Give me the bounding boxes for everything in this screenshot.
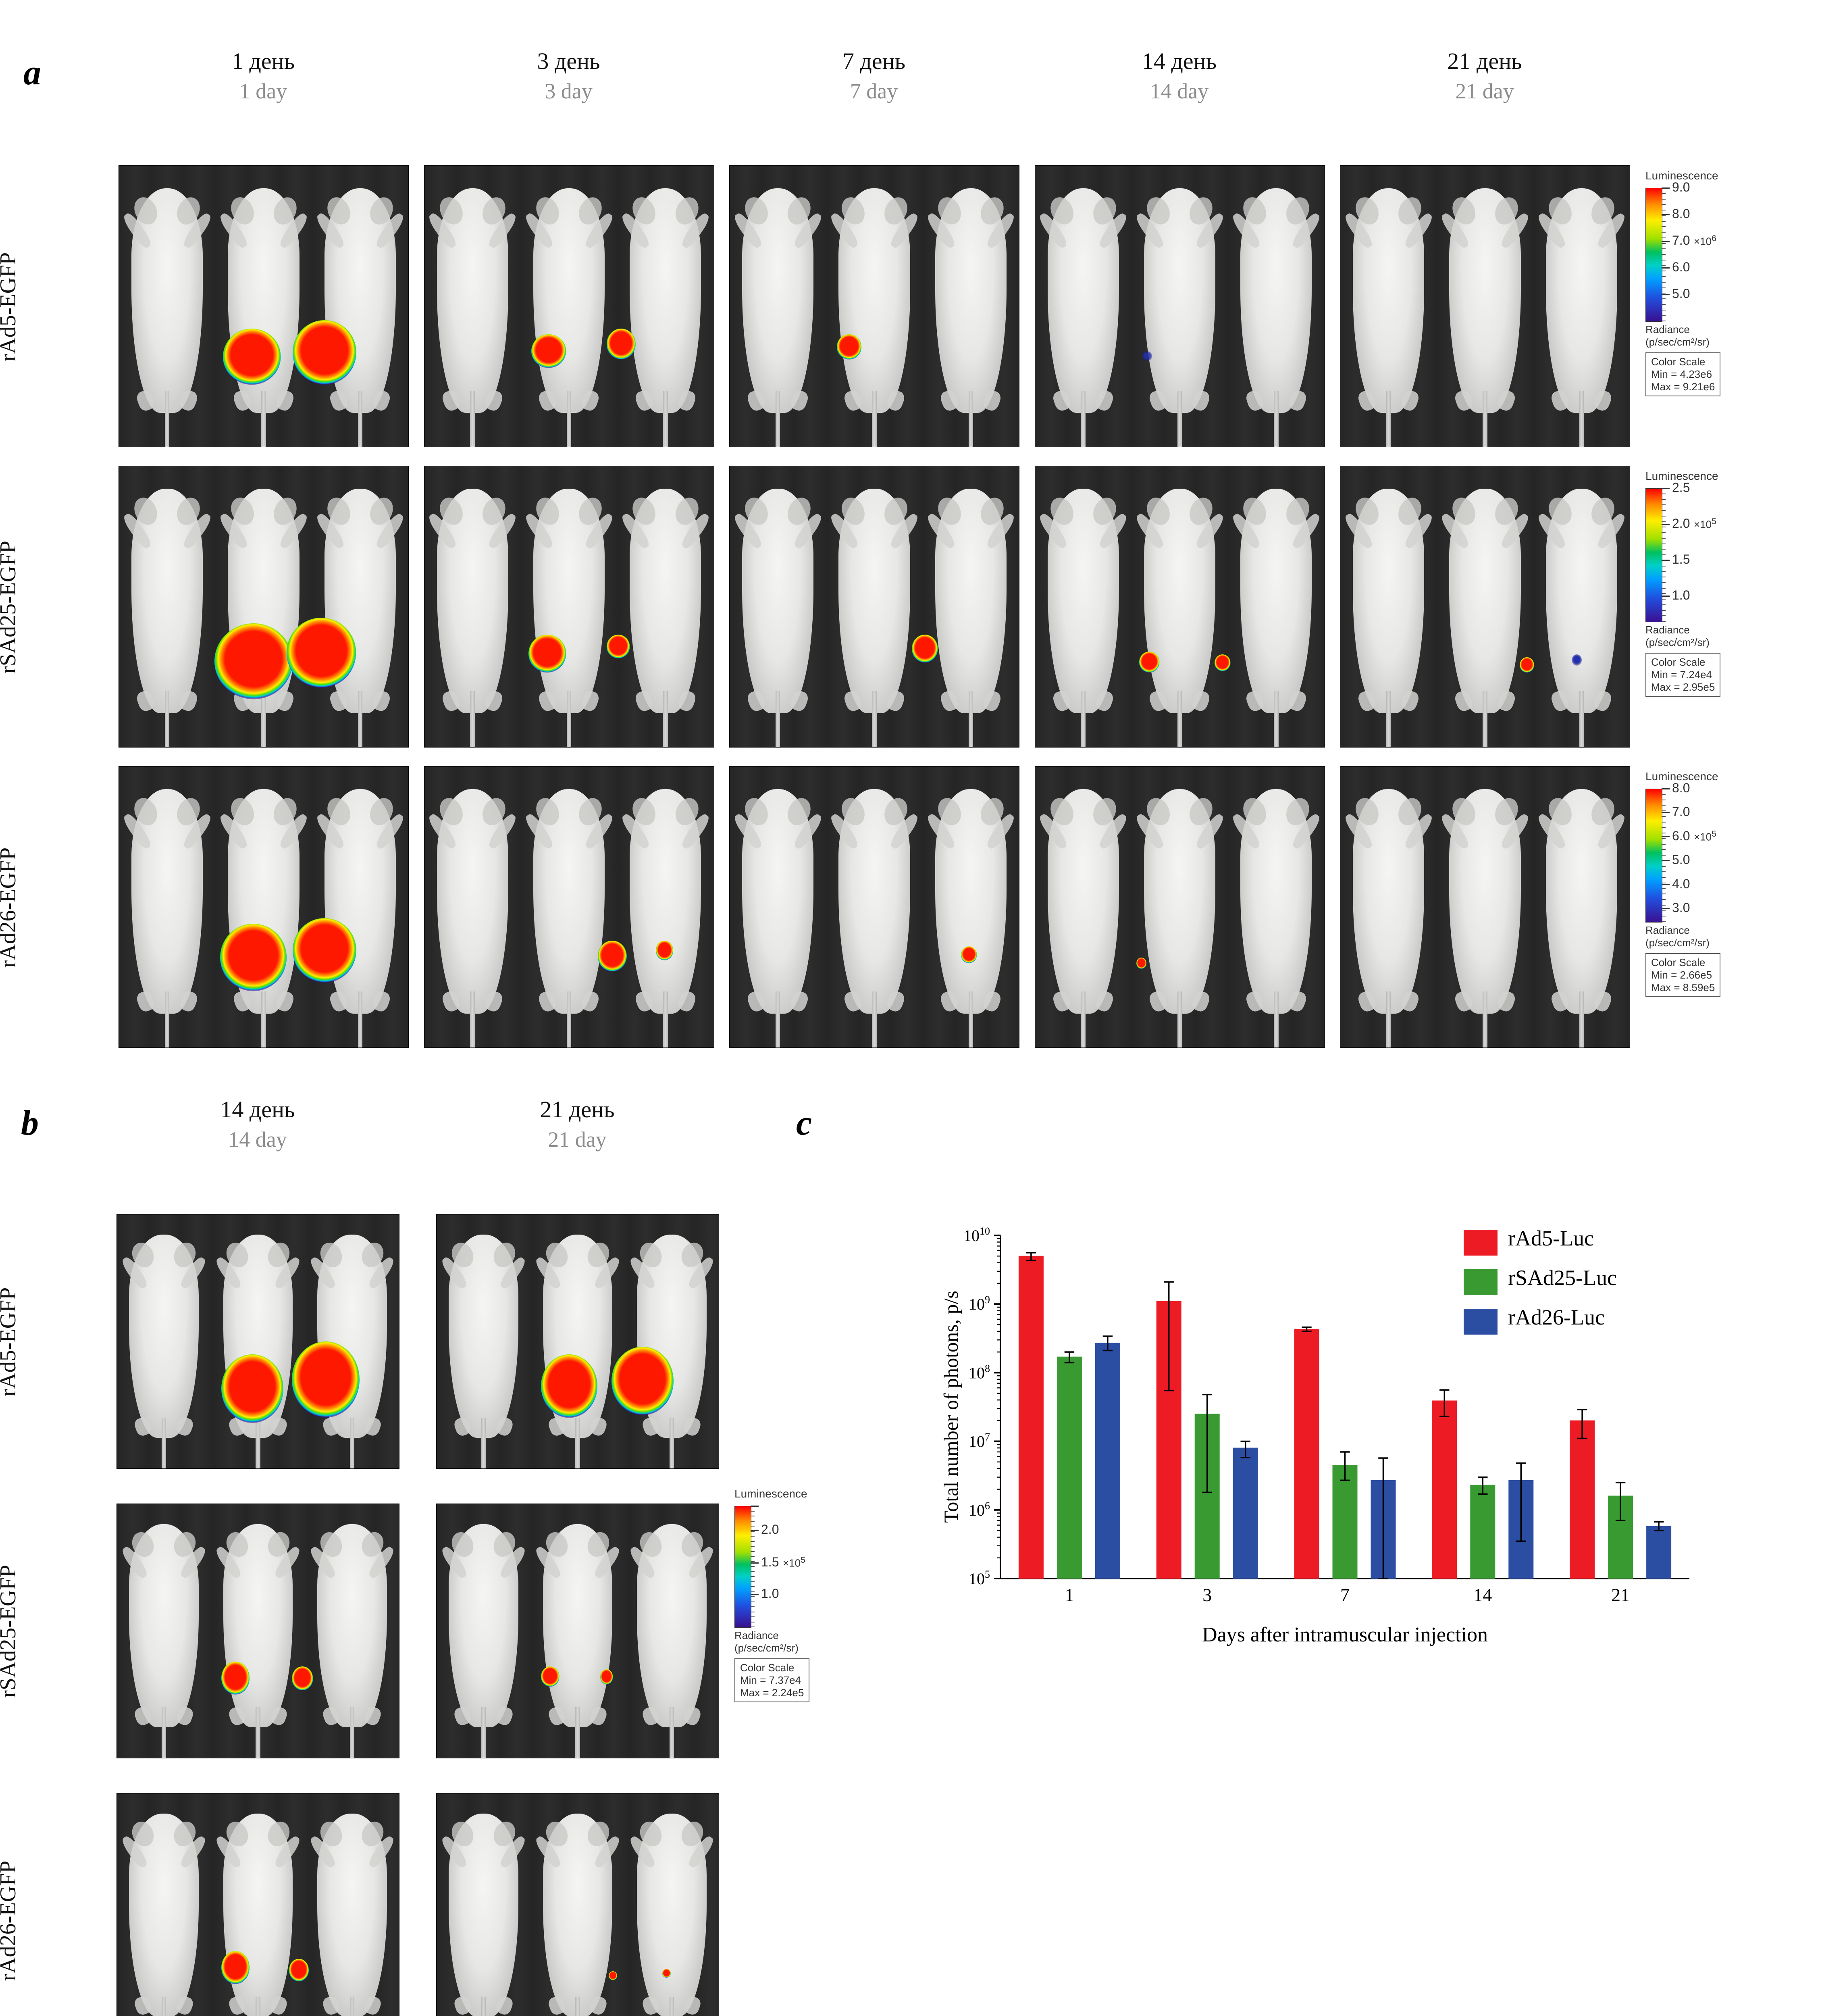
svg-text:14: 14 [1473, 1585, 1492, 1605]
svg-text:108: 108 [969, 1362, 990, 1382]
svg-text:21: 21 [1611, 1585, 1630, 1605]
svg-text:1: 1 [1065, 1585, 1074, 1605]
svg-text:1010: 1010 [963, 1225, 990, 1245]
svg-text:106: 106 [969, 1500, 990, 1519]
svg-text:109: 109 [969, 1294, 990, 1313]
svg-text:105: 105 [969, 1568, 990, 1588]
svg-text:7: 7 [1340, 1585, 1350, 1605]
svg-text:107: 107 [969, 1431, 990, 1451]
svg-text:3: 3 [1202, 1585, 1212, 1605]
